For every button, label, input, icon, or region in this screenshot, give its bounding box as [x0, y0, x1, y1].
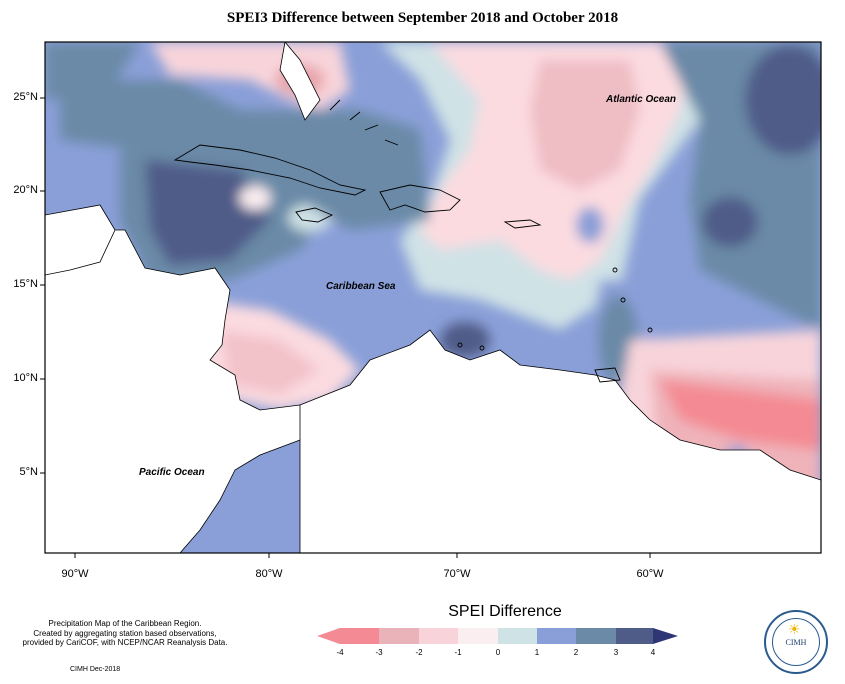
label-pacific-ocean: Pacific Ocean	[139, 467, 205, 478]
island-guadeloupe	[612, 267, 618, 273]
axis-ticks	[40, 97, 651, 558]
field-navy-east	[702, 197, 758, 247]
island-jamaica	[295, 207, 334, 223]
legend-tick-0: 0	[495, 648, 501, 657]
colorbar-seg-6	[537, 628, 576, 644]
legend-tick-1: 1	[534, 648, 540, 657]
field-pink-south-red	[660, 380, 821, 450]
land-central-america	[45, 229, 336, 553]
legend-tick-2: 2	[573, 648, 579, 657]
island-hispaniola	[379, 184, 461, 213]
footer-line-3: provided by CariCOF, with NCEP/NCAR Rean…	[22, 638, 228, 647]
islands	[173, 99, 653, 383]
field-blue-guadeloupe	[576, 207, 604, 243]
island-martinique	[620, 297, 626, 303]
island-trinidad	[594, 367, 621, 383]
lon-label-90w: 90°W	[61, 568, 89, 580]
field-slate-aruba	[440, 322, 490, 358]
lat-label-20n: 20°N	[13, 184, 38, 196]
logo-text: CIMH	[785, 638, 807, 647]
field-slate-north	[60, 80, 430, 230]
legend-tick-m4: -4	[336, 648, 344, 657]
logo-ring	[772, 618, 820, 666]
land-south-america	[299, 329, 821, 553]
legend-title: SPEI Difference	[448, 603, 562, 620]
colorbar	[317, 628, 678, 644]
colorbar-arrow-right	[653, 628, 678, 644]
field-pink-north-strong	[530, 60, 640, 190]
legend-tick-3: 3	[613, 648, 619, 657]
lat-label-10n: 10°N	[13, 372, 38, 384]
spei-field	[45, 42, 821, 553]
colorbar-seg-3	[419, 628, 458, 644]
map-title: SPEI3 Difference between September 2018 …	[226, 10, 619, 26]
colorbar-seg-4	[458, 628, 498, 644]
label-caribbean-sea: Caribbean Sea	[326, 281, 396, 292]
island-puerto-rico	[503, 219, 542, 229]
lat-label-5n: 5°N	[19, 466, 38, 478]
legend-tick-4: 4	[650, 648, 656, 657]
colorbar-arrow-left	[317, 628, 340, 644]
lon-label-80w: 80°W	[255, 568, 283, 580]
field-slate-gulf	[45, 42, 140, 100]
island-cuba	[173, 144, 367, 196]
colorbar-seg-2	[379, 628, 419, 644]
legend-tick-m2: -2	[415, 648, 423, 657]
legend-tick-m3: -3	[375, 648, 383, 657]
footer-line-1: Precipitation Map of the Caribbean Regio…	[48, 619, 202, 628]
land-florida	[279, 42, 321, 121]
lat-label-15n: 15°N	[13, 278, 38, 290]
colorbar-seg-8	[616, 628, 653, 644]
island-bahamas	[329, 99, 399, 146]
legend-tick-m1: -1	[454, 648, 462, 657]
colorbar-seg-5	[498, 628, 537, 644]
lon-label-70w: 70°W	[443, 568, 471, 580]
field-pink-cayman	[239, 186, 271, 210]
lat-label-25n: 25°N	[13, 91, 38, 103]
colorbar-seg-1	[340, 628, 379, 644]
footer-note: Precipitation Map of the Caribbean Regio…	[10, 619, 240, 648]
landmasses	[45, 42, 821, 553]
field-pink-panama-2	[220, 330, 320, 395]
plot-frame	[44, 41, 822, 554]
sun-icon: ☀	[788, 621, 801, 637]
label-atlantic-ocean: Atlantic Ocean	[606, 94, 677, 105]
footer-line-2: Created by aggregating station based obs…	[33, 628, 217, 638]
footer-credit: CIMH Dec-2018	[70, 666, 121, 673]
field-navy-ne	[745, 45, 821, 155]
field-navy-west	[145, 160, 270, 265]
colorbar-seg-7	[576, 628, 616, 644]
cimh-logo: ☀ CIMH	[764, 610, 828, 674]
island-curacao	[479, 345, 485, 351]
island-barbados	[647, 327, 653, 333]
lon-label-60w: 60°W	[636, 568, 664, 580]
island-aruba	[457, 342, 463, 348]
land-yucatan	[45, 204, 116, 276]
